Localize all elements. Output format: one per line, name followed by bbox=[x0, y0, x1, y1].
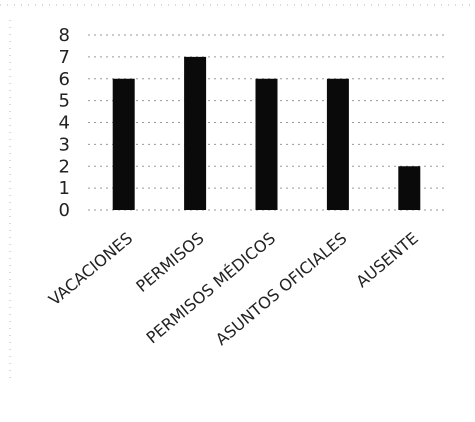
x-category-label: PERMISOS MÉDICOS bbox=[143, 229, 280, 348]
y-tick-label: 5 bbox=[59, 91, 70, 112]
bar bbox=[255, 78, 278, 210]
y-tick-label: 7 bbox=[59, 47, 70, 68]
bar bbox=[112, 78, 135, 210]
y-tick-label: 6 bbox=[59, 69, 70, 90]
x-category-label: AUSENTE bbox=[352, 229, 421, 292]
bar bbox=[326, 78, 349, 210]
bars bbox=[112, 56, 421, 210]
bar bbox=[184, 56, 207, 210]
y-tick-label: 8 bbox=[59, 25, 70, 46]
x-category-label: ASUNTOS OFICIALES bbox=[212, 229, 351, 350]
y-tick-label: 1 bbox=[59, 178, 70, 199]
x-category-label: PERMISOS bbox=[132, 229, 207, 296]
y-tick-label: 2 bbox=[59, 156, 70, 177]
bar bbox=[398, 166, 421, 210]
y-tick-label: 3 bbox=[59, 134, 70, 155]
x-category-label: VACACIONES bbox=[45, 229, 136, 310]
y-tick-label: 0 bbox=[59, 200, 70, 221]
y-tick-label: 4 bbox=[59, 113, 70, 134]
